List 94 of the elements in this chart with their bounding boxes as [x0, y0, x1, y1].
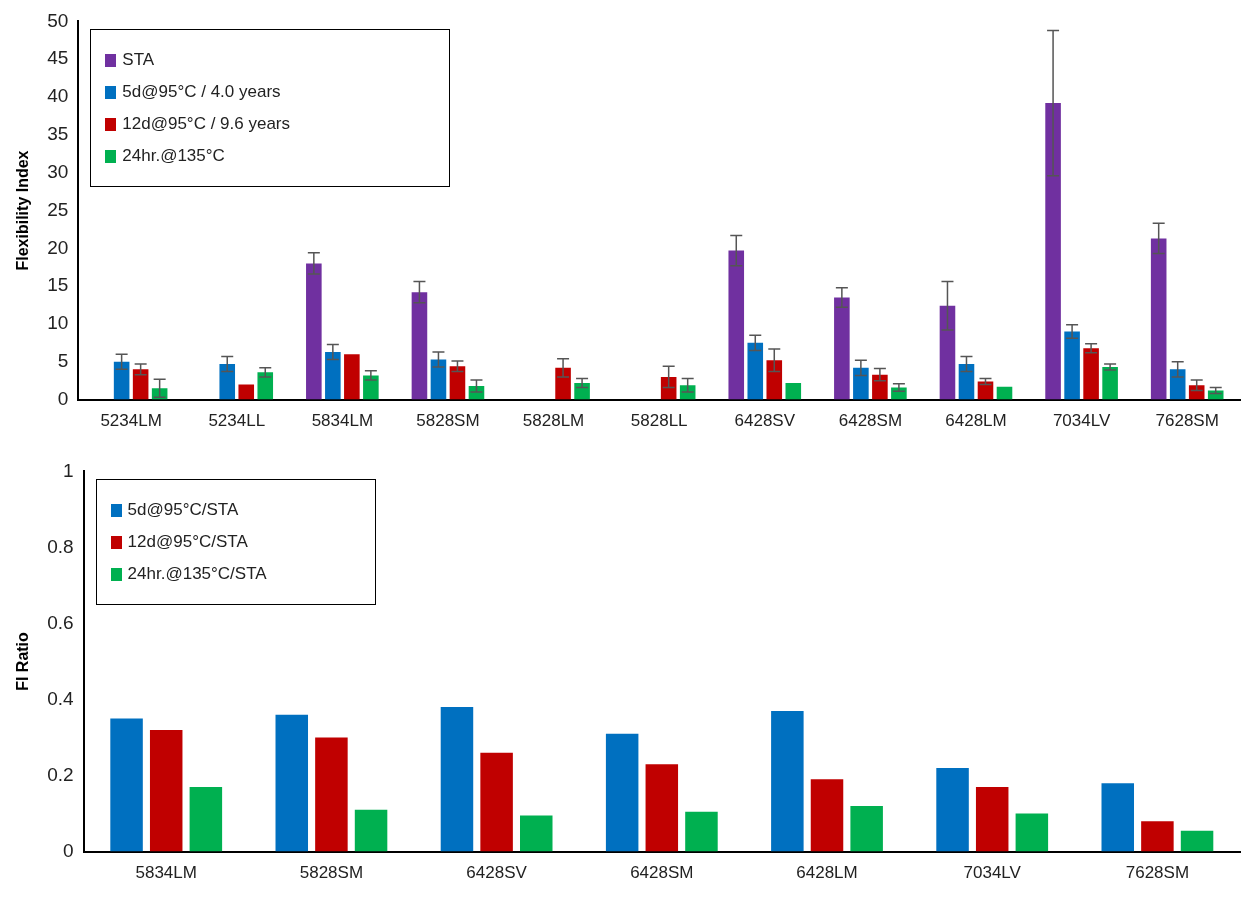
bar — [891, 387, 907, 400]
bar — [344, 354, 360, 400]
bar — [1064, 331, 1080, 400]
bar — [132, 369, 149, 400]
legend-label: 12d@95°C / 9.6 years — [122, 114, 291, 135]
bar — [958, 364, 975, 400]
bar — [306, 263, 322, 400]
bar — [747, 342, 764, 400]
bar — [325, 351, 341, 400]
bar — [785, 382, 802, 400]
y-tick-label: 35 — [47, 123, 69, 145]
y-tick-label: 30 — [47, 160, 69, 182]
bar — [685, 811, 718, 852]
bar — [110, 718, 143, 852]
y-tick-label: 0 — [57, 387, 69, 409]
bar — [219, 364, 236, 400]
bar — [189, 786, 223, 852]
bar — [520, 815, 553, 852]
bar — [1141, 821, 1174, 852]
y-tick-label: 25 — [47, 198, 69, 220]
bar — [605, 733, 639, 852]
bar — [771, 710, 804, 852]
bar — [354, 809, 388, 852]
x-tick-label: 7034LV — [1052, 411, 1111, 431]
x-tick-label: 5828SM — [299, 863, 364, 883]
bar — [810, 779, 844, 852]
bar — [149, 729, 183, 852]
bar — [449, 366, 466, 400]
bar — [834, 297, 850, 400]
bar — [850, 805, 883, 852]
bar — [1150, 238, 1167, 400]
x-tick-label: 5828LM — [522, 411, 585, 431]
bar — [996, 386, 1013, 400]
bar — [315, 737, 348, 852]
y-tick-label: 0 — [63, 839, 74, 861]
bar — [645, 764, 679, 852]
y-axis-title: Flexibility Index — [14, 150, 32, 271]
legend-label: 5d@95°C / 4.0 years — [122, 82, 281, 103]
y-tick-label: 45 — [47, 47, 69, 69]
bar — [728, 250, 745, 400]
x-tick-label: 6428SV — [466, 863, 528, 883]
bar — [555, 367, 571, 400]
y-tick-label: 0.8 — [47, 535, 74, 557]
x-tick-label: 5234LM — [100, 411, 162, 431]
y-tick-label: 40 — [47, 85, 69, 107]
bar — [939, 305, 956, 400]
bar — [1180, 830, 1214, 852]
x-tick-label: 6428LM — [945, 411, 1007, 431]
y-tick-label: 5 — [57, 350, 69, 372]
x-tick-label: 6428SV — [734, 411, 796, 431]
x-tick-label: 6428SM — [838, 411, 903, 431]
bar — [1083, 348, 1099, 400]
x-tick-label: 7628SM — [1125, 863, 1190, 883]
bar — [1015, 813, 1049, 852]
bar — [480, 752, 513, 852]
x-tick-label: 5828LL — [630, 411, 688, 431]
x-tick-label: 5834LM — [311, 411, 374, 431]
bar — [853, 367, 869, 400]
y-tick-label: 50 — [47, 9, 69, 31]
y-tick-label: 1 — [63, 459, 74, 481]
x-tick-label: 5234LL — [208, 411, 266, 431]
y-tick-label: 0.6 — [47, 611, 74, 633]
bar — [574, 382, 590, 400]
bar — [440, 707, 474, 852]
x-tick-label: 7628SM — [1155, 411, 1219, 431]
x-tick-label: 5828SM — [416, 411, 480, 431]
bar — [872, 374, 888, 400]
bar — [977, 381, 994, 400]
x-tick-label: 7034LV — [963, 863, 1022, 883]
y-tick-label: 0.2 — [47, 763, 74, 785]
x-tick-label: 6428LM — [796, 863, 858, 883]
bar — [238, 384, 255, 400]
bar — [766, 360, 783, 400]
legend-label: 24hr.@135°C — [122, 146, 225, 167]
y-tick-label: 10 — [47, 312, 69, 334]
bar — [1101, 783, 1135, 852]
legend-label: 5d@95°C/STA — [127, 500, 239, 521]
y-tick-label: 15 — [47, 274, 69, 296]
y-tick-label: 0.4 — [47, 687, 75, 709]
legend-label: STA — [122, 50, 155, 71]
legend-label: 24hr.@135°C/STA — [127, 564, 267, 585]
x-tick-label: 6428SM — [630, 863, 694, 883]
bar — [1045, 103, 1061, 400]
bar — [975, 786, 1009, 852]
x-tick-label: 5834LM — [135, 863, 197, 883]
bar — [411, 292, 428, 400]
bar — [936, 767, 969, 852]
legend-label: 12d@95°C/STA — [127, 532, 248, 553]
bar — [275, 714, 309, 852]
y-tick-label: 20 — [47, 236, 69, 258]
y-axis-title: FI Ratio — [14, 631, 32, 691]
bar — [257, 372, 274, 400]
bar — [363, 375, 379, 400]
bar — [113, 361, 130, 400]
